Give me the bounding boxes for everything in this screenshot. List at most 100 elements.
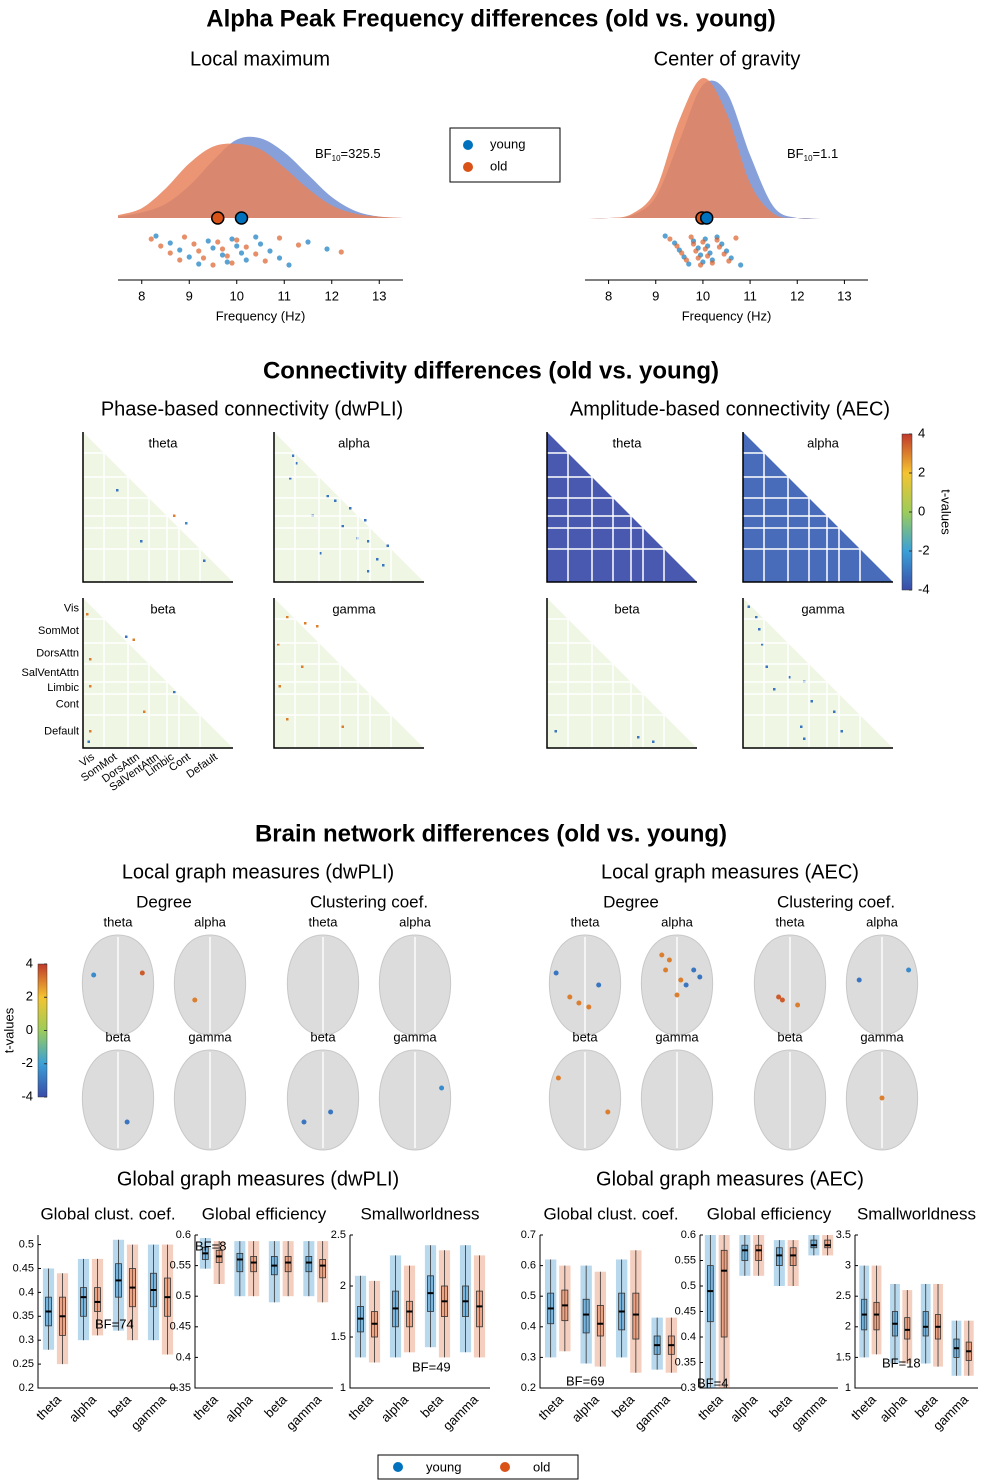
annotation: BF10=325.5	[315, 146, 381, 163]
y-tick-label: 0.35	[170, 1382, 191, 1394]
network-label: Cont	[56, 698, 79, 710]
y-tick-label: 0.5	[19, 1238, 34, 1250]
data-point	[196, 248, 201, 253]
brain-band-label: beta	[777, 1029, 803, 1044]
colorbar-tick-label: 2	[918, 464, 925, 479]
colorbar-label: t-values	[1, 1007, 16, 1053]
y-tick-label: 1	[340, 1382, 346, 1394]
data-point	[698, 262, 703, 267]
y-tick-label: 0.2	[19, 1382, 34, 1394]
box	[721, 1250, 727, 1337]
colorbar-label: t-values	[939, 489, 954, 535]
matrix-background	[83, 598, 233, 748]
section-title: Brain network differences (old vs. young…	[255, 820, 727, 847]
matrix-cell	[555, 730, 558, 733]
matrix-cell	[367, 540, 370, 543]
legend-label: young	[426, 1459, 461, 1474]
data-point	[726, 258, 731, 263]
mean-marker	[212, 212, 224, 224]
data-point	[674, 243, 679, 248]
x-tick-label: 10	[230, 288, 244, 303]
matrix-cell	[203, 560, 206, 563]
data-point	[177, 247, 182, 252]
data-point	[220, 252, 225, 257]
brain-band-label: theta	[571, 914, 601, 929]
legend-marker	[463, 140, 473, 150]
y-tick-label: 0.3	[521, 1351, 536, 1363]
brain-node	[795, 1003, 800, 1008]
y-tick-label: 3	[845, 1260, 851, 1272]
y-tick-label: 0.6	[176, 1229, 191, 1241]
data-point	[177, 257, 182, 262]
brain-node	[906, 968, 911, 973]
annotation: BF=49	[412, 1359, 451, 1374]
x-tick-label: 11	[278, 288, 292, 303]
colorbar-tick-label: 0	[918, 503, 925, 518]
matrix-cell	[349, 507, 352, 510]
data-point	[244, 257, 249, 262]
box	[251, 1256, 257, 1271]
matrix-cell	[292, 455, 295, 458]
y-tick-label: 0.55	[675, 1254, 696, 1266]
data-point	[234, 237, 239, 242]
brain-node	[567, 995, 572, 1000]
box	[756, 1245, 762, 1260]
panel-title: Global clust. coef.	[543, 1204, 678, 1223]
data-point	[679, 250, 684, 255]
y-tick-label: 0.55	[170, 1260, 191, 1272]
colorbar-tick-label: -4	[918, 581, 930, 596]
matrix-cell	[140, 540, 143, 543]
matrix-cell	[766, 666, 769, 669]
brain-node	[554, 971, 559, 976]
mean-marker	[236, 212, 248, 224]
brain-node	[605, 1110, 610, 1115]
matrix-cell	[773, 688, 776, 691]
x-tick-label: 13	[372, 288, 386, 303]
brain-node	[140, 971, 145, 976]
x-tick-label: theta	[33, 1391, 65, 1423]
y-tick-label: 0.2	[521, 1382, 536, 1394]
x-tick-label: alpha	[727, 1391, 761, 1425]
brain-node	[675, 993, 680, 998]
brain-node	[302, 1120, 307, 1125]
x-tick-label: 13	[837, 288, 851, 303]
data-point	[705, 253, 710, 258]
panel-title: Local graph measures (AEC)	[601, 861, 859, 883]
data-point	[206, 238, 211, 243]
matrix-band-title: beta	[614, 601, 640, 616]
x-tick-label: gamma	[930, 1391, 972, 1433]
box	[95, 1288, 101, 1312]
data-point	[696, 255, 701, 260]
box	[707, 1266, 713, 1322]
matrix-cell	[133, 639, 136, 642]
data-point	[201, 255, 206, 260]
x-tick-label: theta	[190, 1391, 222, 1423]
matrix-cell	[811, 700, 814, 703]
matrix-cell	[286, 616, 289, 619]
figure: Alpha Peak Frequency differences (old vs…	[0, 0, 983, 1481]
network-label: Default	[44, 725, 79, 737]
data-point	[693, 248, 698, 253]
matrix-cell	[316, 625, 319, 628]
x-tick-label: alpha	[222, 1391, 256, 1425]
data-point	[253, 234, 258, 239]
data-point	[689, 234, 694, 239]
brain-band-label: beta	[105, 1029, 131, 1044]
data-point	[234, 243, 239, 248]
colorbar-tick-label: -4	[21, 1088, 33, 1103]
matrix-cell	[637, 736, 640, 739]
colorbar-tick-label: -2	[918, 542, 930, 557]
x-tick-label: alpha	[378, 1391, 412, 1425]
annotation-value: =325.5	[341, 146, 381, 161]
y-tick-label: 0.45	[13, 1262, 34, 1274]
annotation: BF=18	[882, 1355, 921, 1370]
data-point	[339, 249, 344, 254]
panel-title: Global efficiency	[707, 1204, 832, 1223]
brain-node	[192, 998, 197, 1003]
brain-band-label: gamma	[188, 1029, 232, 1044]
data-point	[225, 259, 230, 264]
box	[81, 1288, 87, 1317]
brain-node	[556, 1076, 561, 1081]
data-point	[191, 241, 196, 246]
brain-node	[328, 1110, 333, 1115]
